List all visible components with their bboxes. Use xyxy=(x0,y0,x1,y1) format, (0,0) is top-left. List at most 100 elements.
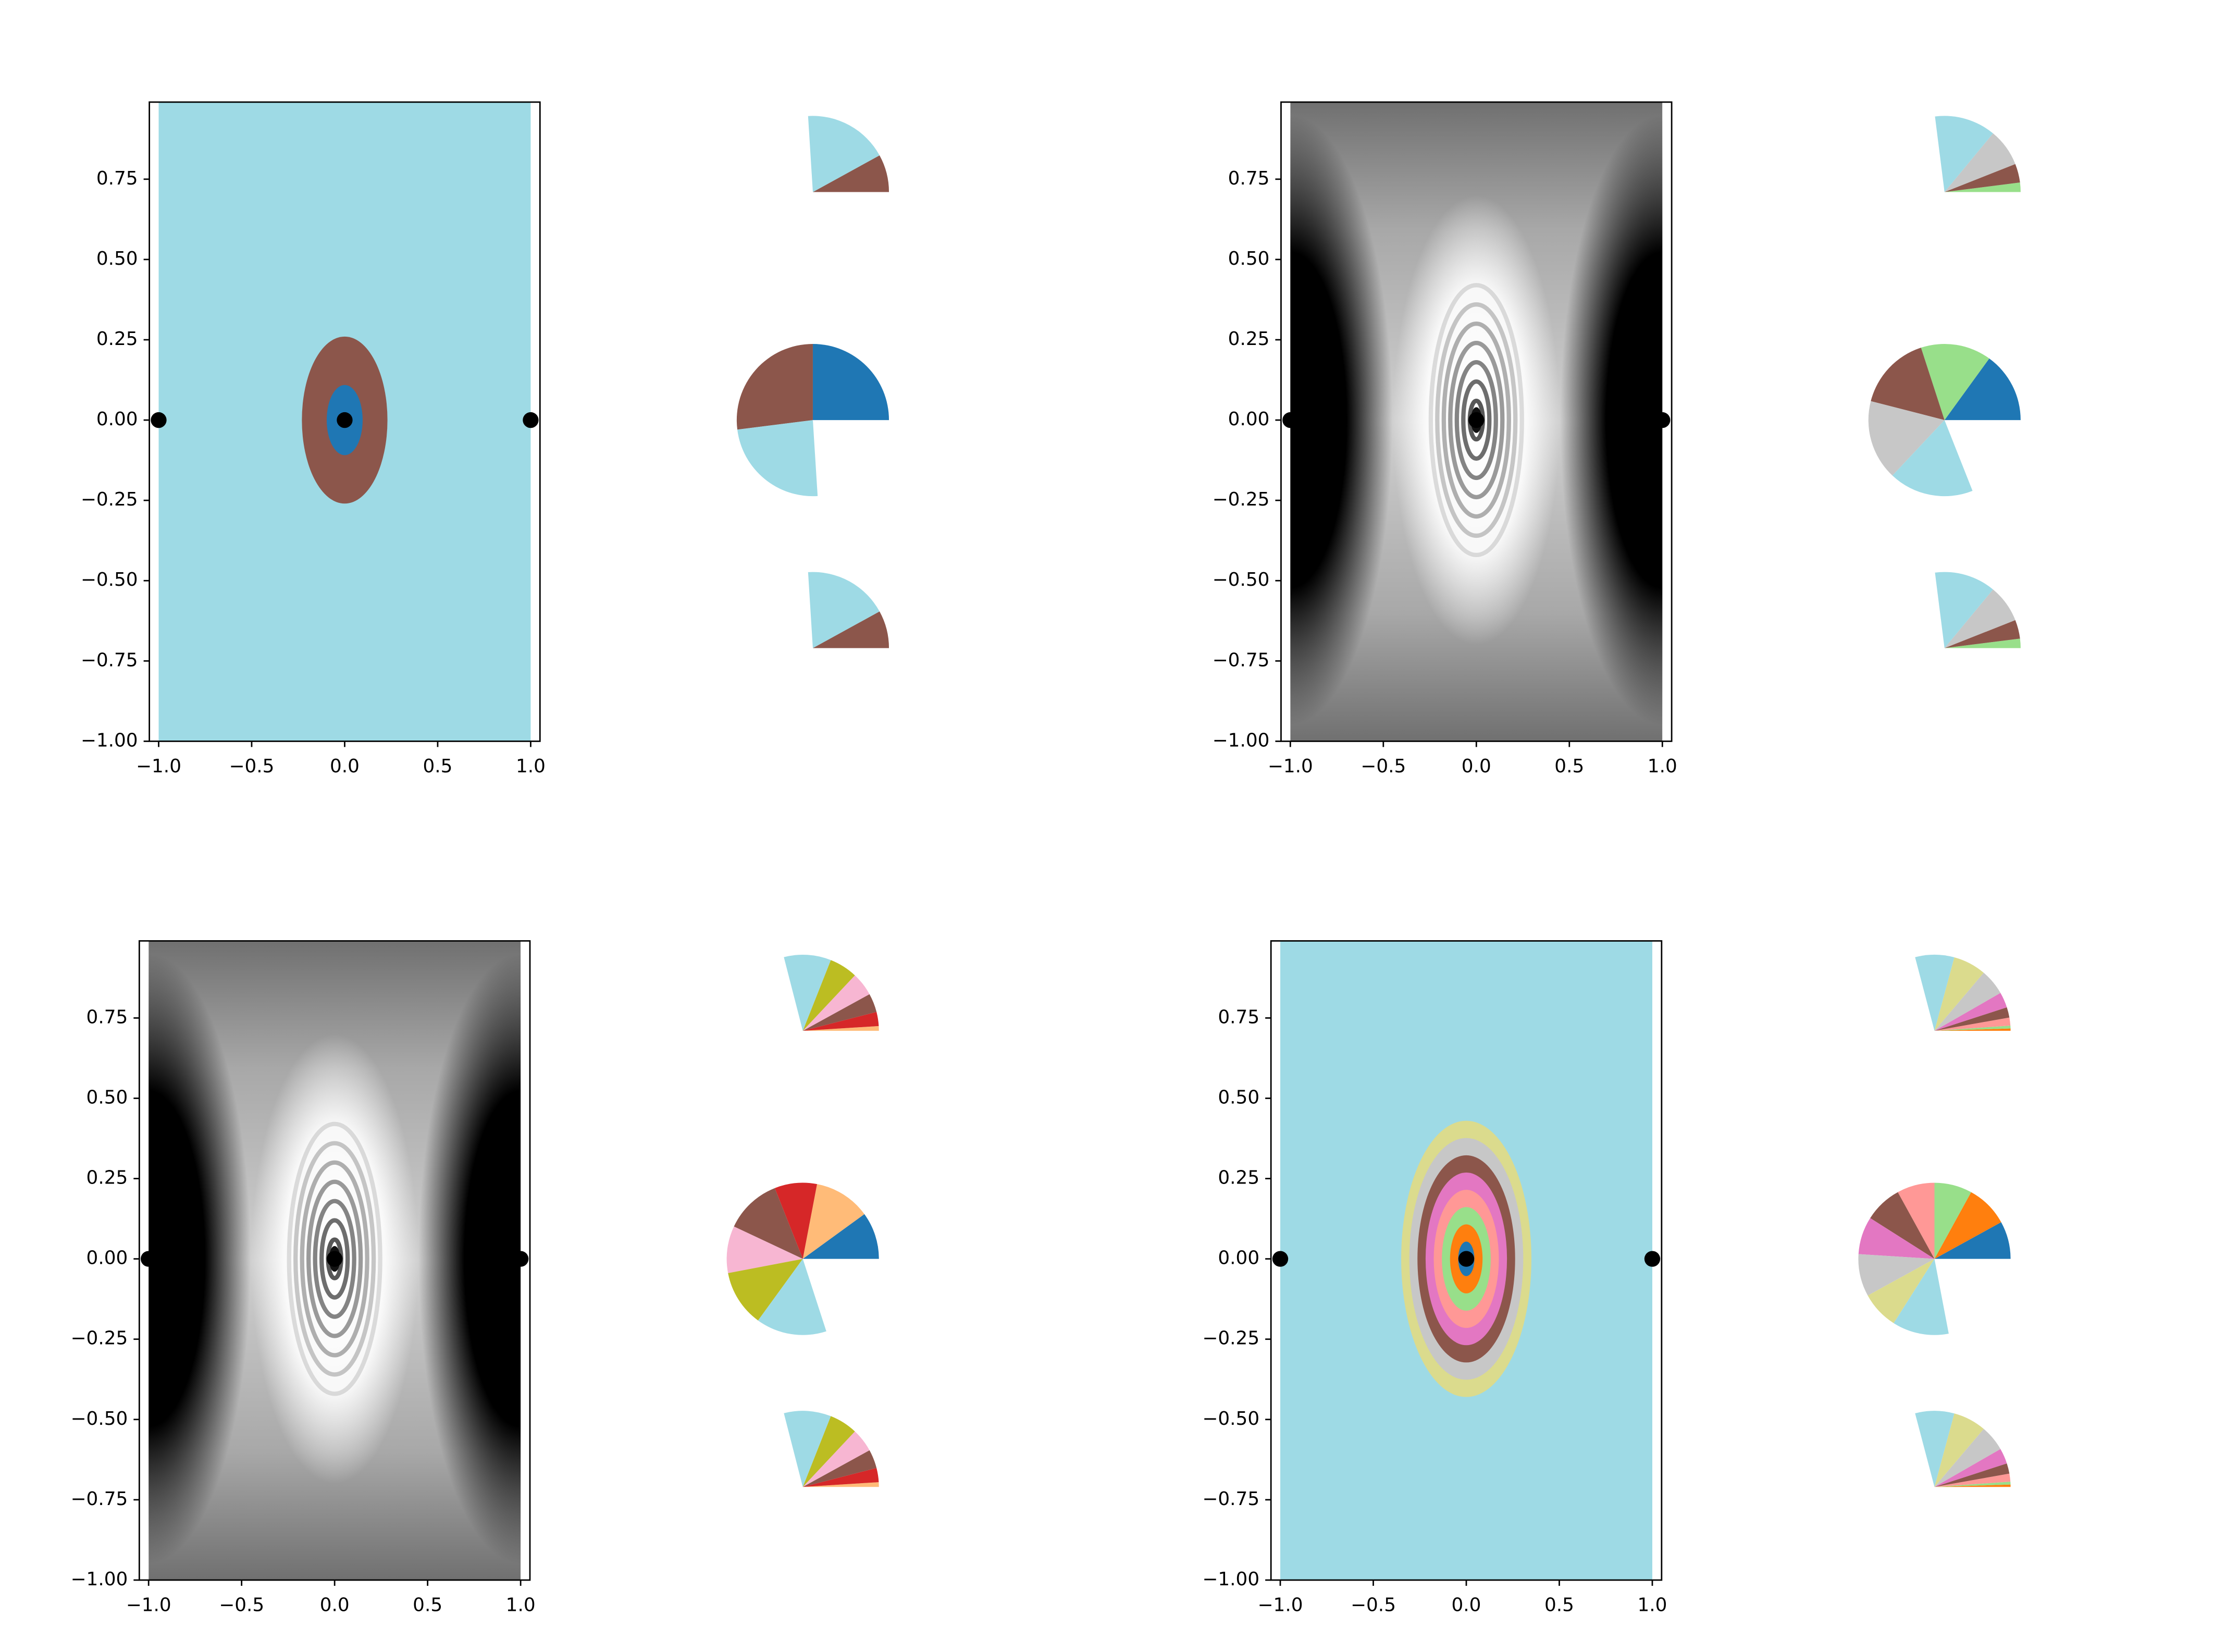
image-ring xyxy=(313,1199,356,1319)
y-tick-label: 0.50 xyxy=(1228,248,1270,269)
pie-wedge xyxy=(1934,1007,2010,1031)
y-tick-label: −0.50 xyxy=(71,1408,128,1429)
x-tick-label: 0.5 xyxy=(413,1595,442,1616)
pie-wedge xyxy=(736,343,813,430)
point xyxy=(513,1251,529,1267)
pie-wedge xyxy=(1921,343,1989,421)
image-ring xyxy=(1448,341,1505,500)
x-tick-label: 1.0 xyxy=(1648,756,1677,777)
point xyxy=(141,1251,157,1267)
point xyxy=(523,412,539,428)
pie-wedge xyxy=(1944,620,2020,648)
pie-wedge xyxy=(737,420,818,497)
image-ring xyxy=(293,1141,376,1377)
pie-wedge xyxy=(1934,1192,2001,1259)
panel: −1.0 −0.5 0.0 0.5 1.0 −1.00 −0.75 −0.50 −0.25 0.0… xyxy=(1213,101,2021,777)
point xyxy=(1644,1251,1661,1267)
pie-wedge xyxy=(1868,1259,1935,1323)
point xyxy=(1272,1251,1289,1267)
pie-wedge xyxy=(1934,1449,2007,1487)
y-tick-label: −0.75 xyxy=(1213,649,1270,671)
image-dark xyxy=(1560,115,1663,725)
image-dark xyxy=(149,954,251,1564)
pie-wedge xyxy=(808,572,880,648)
x-tick-label: 0.0 xyxy=(320,1595,350,1616)
pie-wedge xyxy=(802,1482,879,1487)
pie-wedge xyxy=(1934,993,2007,1031)
y-tick-label: 0.25 xyxy=(96,328,138,350)
pie-wedge xyxy=(1934,1473,2011,1487)
pie-wedge xyxy=(1934,1428,2001,1487)
pie-wedge xyxy=(1915,954,1955,1031)
image-ring xyxy=(319,1218,350,1300)
pie-wedge xyxy=(1935,116,1993,192)
y-tick-label: −0.75 xyxy=(1202,1488,1259,1510)
panel: −1.0 −0.5 0.0 0.5 1.0 −1.00 −0.75 −0.50 −0.25 0.0… xyxy=(71,940,879,1616)
image xyxy=(158,102,531,742)
x-tick-label: 0.0 xyxy=(1452,1595,1481,1616)
pie-wedge xyxy=(802,994,877,1031)
y-tick-label: −0.25 xyxy=(81,489,138,510)
image-ring xyxy=(1461,379,1492,461)
y-tick-label: 0.00 xyxy=(1218,1248,1259,1269)
pie-wedge xyxy=(1868,401,1945,476)
pie-wedge xyxy=(1871,348,1945,421)
x-tick-label: 1.0 xyxy=(1638,1595,1667,1616)
x-tick-label: 0.5 xyxy=(423,756,452,777)
x-tick-label: −0.5 xyxy=(229,756,274,777)
image-ring xyxy=(1435,302,1518,538)
pie-wedge xyxy=(802,1026,879,1031)
point xyxy=(337,412,353,428)
pie-wedge xyxy=(1935,572,1993,648)
pie-wedge xyxy=(1944,164,2020,192)
y-tick-label: 0.75 xyxy=(1218,1006,1259,1028)
pie-wedge xyxy=(802,960,855,1031)
x-tick-label: −0.5 xyxy=(219,1595,264,1616)
pie-wedge xyxy=(802,1416,855,1487)
x-tick-label: −1.0 xyxy=(1258,1595,1303,1616)
pie-wedge xyxy=(1934,1222,2011,1259)
y-tick-label: 0.50 xyxy=(1218,1087,1259,1108)
pie-wedge xyxy=(1894,1259,1949,1335)
pie-wedge xyxy=(774,1182,818,1259)
image-ring xyxy=(300,1160,369,1358)
pie-wedge xyxy=(1858,1218,1935,1259)
x-tick-label: −1.0 xyxy=(1268,756,1313,777)
y-tick-label: 0.75 xyxy=(1228,168,1270,189)
pie-wedge xyxy=(1858,1254,1935,1296)
panel: −1.0 −0.5 0.0 0.5 1.0 −1.00 −0.75 −0.50 −0.25 0.0… xyxy=(81,101,889,777)
x-tick-label: 1.0 xyxy=(516,756,546,777)
y-tick-label: −1.00 xyxy=(1213,730,1270,751)
pie-wedge xyxy=(1934,1482,2011,1487)
pie-wedge xyxy=(1934,957,1984,1031)
pie-wedge xyxy=(1934,1025,2011,1031)
pie-wedge xyxy=(1934,1484,2011,1487)
y-tick-label: −0.50 xyxy=(81,569,138,590)
point xyxy=(1282,412,1298,428)
pie-wedge xyxy=(1944,638,2021,648)
y-tick-label: 0.00 xyxy=(96,409,138,430)
point xyxy=(327,1251,343,1267)
pie-wedge xyxy=(1934,1413,1984,1487)
pie-wedge xyxy=(734,1188,803,1259)
image-ring xyxy=(306,1179,363,1338)
pie-wedge xyxy=(758,1259,826,1335)
pie-wedge xyxy=(1934,1182,1971,1259)
y-tick-label: 0.25 xyxy=(1228,328,1270,350)
y-tick-label: 0.25 xyxy=(1218,1167,1259,1189)
y-tick-label: −0.25 xyxy=(1202,1328,1259,1349)
panel: −1.0 −0.5 0.0 0.5 1.0 −1.00 −0.75 −0.50 −0.25 0.0… xyxy=(1202,940,2011,1616)
y-tick-label: 0.00 xyxy=(1228,409,1270,430)
pie-wedge xyxy=(728,1259,803,1321)
pie-wedge xyxy=(812,611,889,648)
x-tick-label: −0.5 xyxy=(1351,1595,1396,1616)
pie-wedge xyxy=(812,343,889,421)
x-tick-label: 0.5 xyxy=(1554,756,1584,777)
pie-wedge xyxy=(784,954,831,1031)
image-ring xyxy=(1441,322,1511,519)
y-tick-label: −0.50 xyxy=(1213,569,1270,590)
y-tick-label: 0.75 xyxy=(86,1006,128,1028)
y-tick-label: −0.75 xyxy=(71,1488,128,1510)
image-ring xyxy=(1428,283,1524,558)
y-tick-label: 0.75 xyxy=(96,168,138,189)
